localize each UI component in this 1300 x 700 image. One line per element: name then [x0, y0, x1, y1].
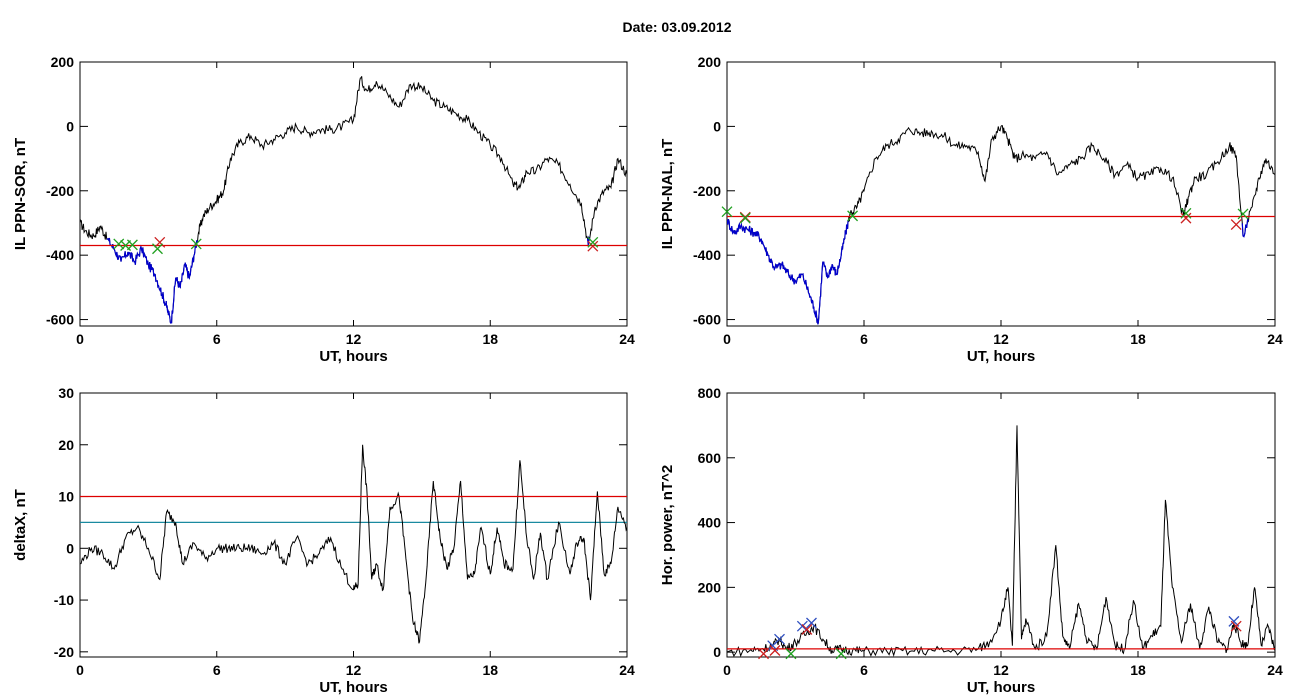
plot-frame: [79, 392, 628, 658]
x-tick-label: 0: [76, 662, 84, 678]
event-marker: [835, 648, 847, 660]
event-marker: [1180, 212, 1192, 224]
plot-area: [80, 444, 627, 644]
y-tick-label: 200: [51, 54, 75, 70]
y-tick-label: -400: [46, 247, 74, 263]
y-tick-label: -20: [54, 644, 74, 660]
event-marker: [190, 238, 202, 250]
x-tick-label: 0: [76, 331, 84, 347]
y-tick-label: 0: [713, 644, 721, 660]
y-tick-label: 400: [698, 515, 722, 531]
y-tick-label: 0: [66, 118, 74, 134]
event-marker: [739, 211, 751, 223]
x-tick-label: 24: [1267, 331, 1283, 347]
event-marker: [801, 624, 813, 635]
y-tick-label: -200: [693, 183, 721, 199]
y-tick-label: 800: [698, 385, 722, 401]
series-highlight: [727, 219, 849, 325]
event-marker: [154, 236, 166, 248]
plot-frame: [79, 61, 628, 327]
y-tick-label: 0: [713, 118, 721, 134]
y-axis-label: deltaX, nT: [12, 489, 29, 561]
x-tick-label: 18: [1130, 331, 1146, 347]
y-tick-label: -10: [54, 592, 74, 608]
x-tick-label: 6: [860, 662, 868, 678]
event-marker: [1180, 207, 1192, 219]
event-marker: [126, 239, 138, 251]
event-marker: [1237, 208, 1249, 220]
x-tick-label: 12: [993, 331, 1009, 347]
y-tick-label: 600: [698, 450, 722, 466]
x-tick-label: 12: [346, 331, 362, 347]
panel-bottom-right: 0 6 12 18 24 0 200 400 600 800 UT, hours Hor. power…: [659, 385, 1283, 696]
x-tick-label: 0: [723, 662, 731, 678]
y-axis-label: IL PPN-SOR, nT: [12, 138, 29, 250]
plot-frame: [726, 61, 1276, 327]
plot-area: [727, 425, 1275, 657]
x-tick-label: 6: [213, 662, 221, 678]
series-line: [80, 444, 627, 644]
panel-top-right: 0 6 12 18 24 -600 -400 -200 0 200 UT, hours IL PPN-…: [659, 54, 1283, 365]
y-tick-label: 10: [58, 489, 74, 505]
x-tick-label: 18: [1130, 662, 1146, 678]
x-tick-label: 12: [993, 662, 1009, 678]
x-tick-label: 18: [482, 331, 498, 347]
y-axis-label: Hor. power, nT^2: [659, 465, 676, 585]
x-tick-label: 0: [723, 331, 731, 347]
x-tick-label: 24: [619, 662, 635, 678]
event-marker: [1230, 620, 1242, 632]
y-tick-label: -200: [46, 183, 74, 199]
plot-area: [80, 76, 627, 324]
series-line: [727, 425, 1275, 657]
event-marker: [113, 238, 125, 250]
series-highlight: [106, 237, 199, 324]
series-highlight: [1241, 217, 1250, 238]
event-marker: [1230, 219, 1242, 231]
event-marker: [774, 633, 785, 645]
y-tick-label: 0: [66, 540, 74, 556]
x-tick-label: 6: [860, 331, 868, 347]
x-tick-label: 6: [213, 331, 221, 347]
event-marker: [587, 240, 599, 252]
event-marker: [806, 617, 817, 629]
panel-bottom-left: 0 6 12 18 24 -20 -10 0 10 20 30 UT, hours deltaX, nT: [12, 385, 635, 696]
x-axis-label: UT, hours: [967, 679, 1035, 696]
x-axis-label: UT, hours: [967, 348, 1035, 365]
y-tick-label: -400: [693, 247, 721, 263]
event-marker: [739, 212, 751, 224]
x-axis-label: UT, hours: [319, 679, 387, 696]
x-tick-label: 18: [482, 662, 498, 678]
series-line: [80, 76, 627, 324]
plot-area: [727, 125, 1275, 325]
y-tick-label: -600: [693, 312, 721, 328]
event-marker: [847, 210, 859, 222]
event-marker: [587, 236, 599, 248]
event-marker: [796, 620, 808, 632]
panel-top-left: 0 6 12 18 24 -600 -400 -200 0 200 UT, hours IL PPN-…: [12, 54, 635, 365]
event-marker: [758, 648, 769, 660]
x-tick-label: 24: [1267, 662, 1283, 678]
x-tick-label: 24: [619, 331, 635, 347]
event-marker: [769, 645, 781, 656]
x-axis-label: UT, hours: [319, 348, 387, 365]
y-tick-label: 20: [58, 437, 74, 453]
event-marker: [785, 648, 797, 660]
y-tick-label: 200: [698, 54, 722, 70]
y-tick-label: -600: [46, 312, 74, 328]
y-axis-label: IL PPN-NAL, nT: [659, 139, 676, 250]
event-marker: [721, 206, 733, 218]
event-marker: [152, 243, 163, 255]
x-tick-label: 12: [346, 662, 362, 678]
y-tick-label: 200: [698, 579, 722, 595]
y-tick-label: 30: [58, 385, 74, 401]
figure-title: Date: 03.09.2012: [622, 19, 732, 35]
